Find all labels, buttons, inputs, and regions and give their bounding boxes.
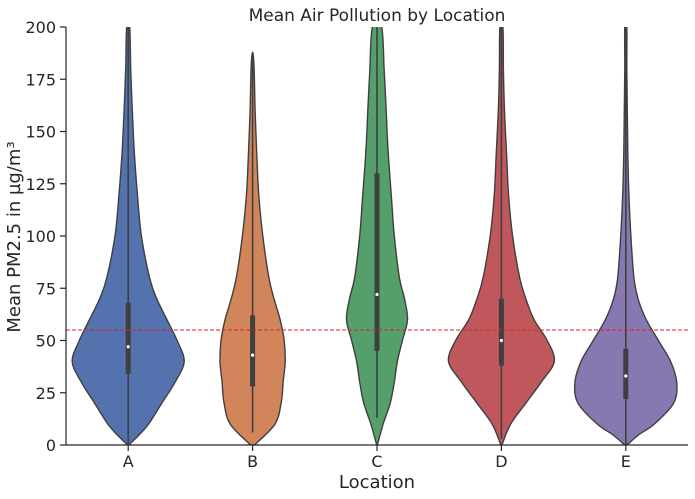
median-dot-E xyxy=(624,374,628,378)
plot-area: 0 25 50 75 100 125 150 175 200 A B C D E xyxy=(25,18,688,471)
y-tick-label: 50 xyxy=(36,332,56,351)
median-dot-A xyxy=(126,345,130,349)
y-tick-label: 75 xyxy=(36,279,56,298)
y-tick-label: 100 xyxy=(25,227,56,246)
iqr-box-B xyxy=(250,315,256,387)
y-axis-label: Mean PM2.5 in µg/m³ xyxy=(4,141,25,332)
iqr-box-E xyxy=(623,348,629,400)
x-tick-label: B xyxy=(247,452,258,471)
median-dot-C xyxy=(375,292,379,297)
iqr-box-C xyxy=(374,173,380,351)
iqr-box-D xyxy=(498,298,504,366)
x-tick-label: D xyxy=(495,452,507,471)
y-tick-label: 200 xyxy=(25,18,56,37)
violins-group xyxy=(71,27,678,445)
median-dot-D xyxy=(499,338,503,343)
y-tick-label: 125 xyxy=(25,175,56,194)
median-dot-B xyxy=(251,353,255,357)
y-tick-label: 175 xyxy=(25,70,56,89)
x-tick-label: A xyxy=(123,452,134,471)
x-tick-label: C xyxy=(371,452,382,471)
y-tick-label: 150 xyxy=(25,123,56,142)
y-tick-label: 0 xyxy=(46,436,56,455)
x-tick-label: E xyxy=(621,452,631,471)
y-tick-label: 25 xyxy=(36,384,56,403)
x-axis-label: Location xyxy=(339,472,415,493)
iqr-box-A xyxy=(125,302,131,374)
chart-title: Mean Air Pollution by Location xyxy=(249,6,506,26)
